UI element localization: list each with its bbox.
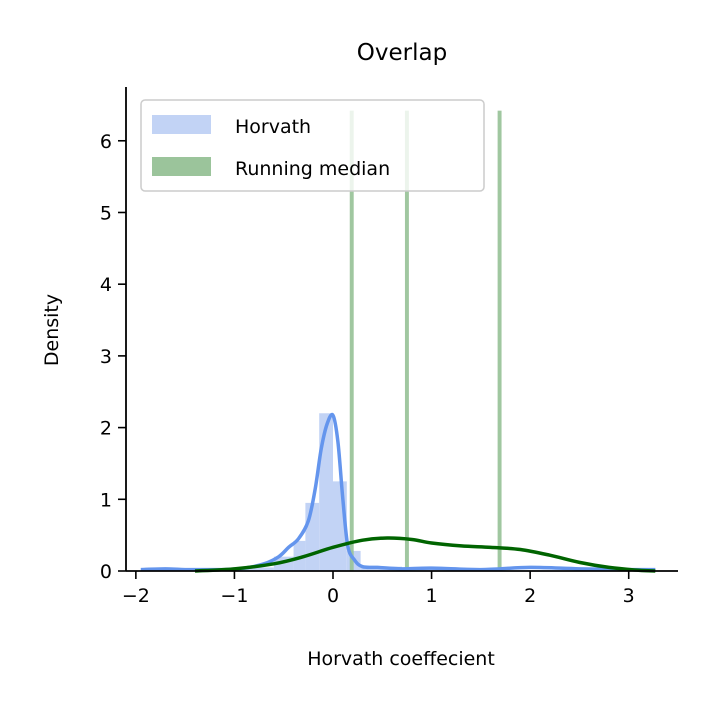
y-axis: 0 1 2 3 4 5 6 (100, 87, 127, 583)
legend: Horvath Running median (140, 99, 485, 192)
hist-bar-horvath (319, 413, 333, 571)
legend-swatch-running-median (152, 157, 211, 176)
legend-label-horvath: Horvath (235, 116, 311, 138)
hist-bar-running-median (497, 110, 502, 571)
legend-frame (140, 99, 485, 192)
x-tick-label: 0 (327, 585, 339, 607)
x-axis-label: Horvath coeffecient (307, 648, 495, 670)
x-axis: −2 −1 0 1 2 3 (122, 570, 678, 607)
hist-bar-horvath (305, 502, 320, 571)
y-tick-label: 0 (100, 561, 112, 583)
x-tick-label: 3 (623, 585, 635, 607)
plot-area (140, 110, 656, 573)
x-tick-label: 1 (426, 585, 438, 607)
kde-line-horvath (140, 412, 656, 572)
legend-swatch-horvath (152, 115, 211, 134)
kde-line-running-median (194, 536, 656, 573)
legend-label-running-median: Running median (235, 158, 390, 180)
x-tick-label: −1 (220, 585, 248, 607)
hist-bar-running-median (404, 110, 409, 571)
y-tick-label: 2 (100, 418, 112, 440)
y-tick-label: 5 (100, 202, 112, 224)
chart-title: Overlap (357, 40, 447, 66)
y-tick-label: 3 (100, 346, 112, 368)
x-tick-label: 2 (524, 585, 536, 607)
x-tick-label: −2 (122, 585, 150, 607)
hist-bar-horvath (234, 567, 274, 571)
hist-bar-running-median (349, 110, 354, 571)
y-tick-label: 6 (100, 131, 112, 153)
y-tick-label: 1 (100, 489, 112, 511)
y-axis-label: Density (41, 294, 63, 366)
y-tick-label: 4 (100, 274, 112, 296)
